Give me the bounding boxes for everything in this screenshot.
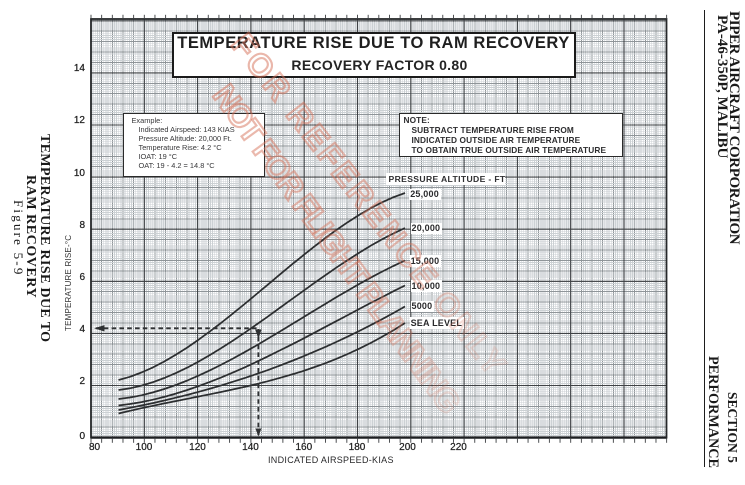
svg-text:NOT FOR FLIGHT PLANNING: NOT FOR FLIGHT PLANNING: [206, 78, 467, 419]
svg-text:FOR REFERENCE ONLY: FOR REFERENCE ONLY: [224, 27, 514, 384]
